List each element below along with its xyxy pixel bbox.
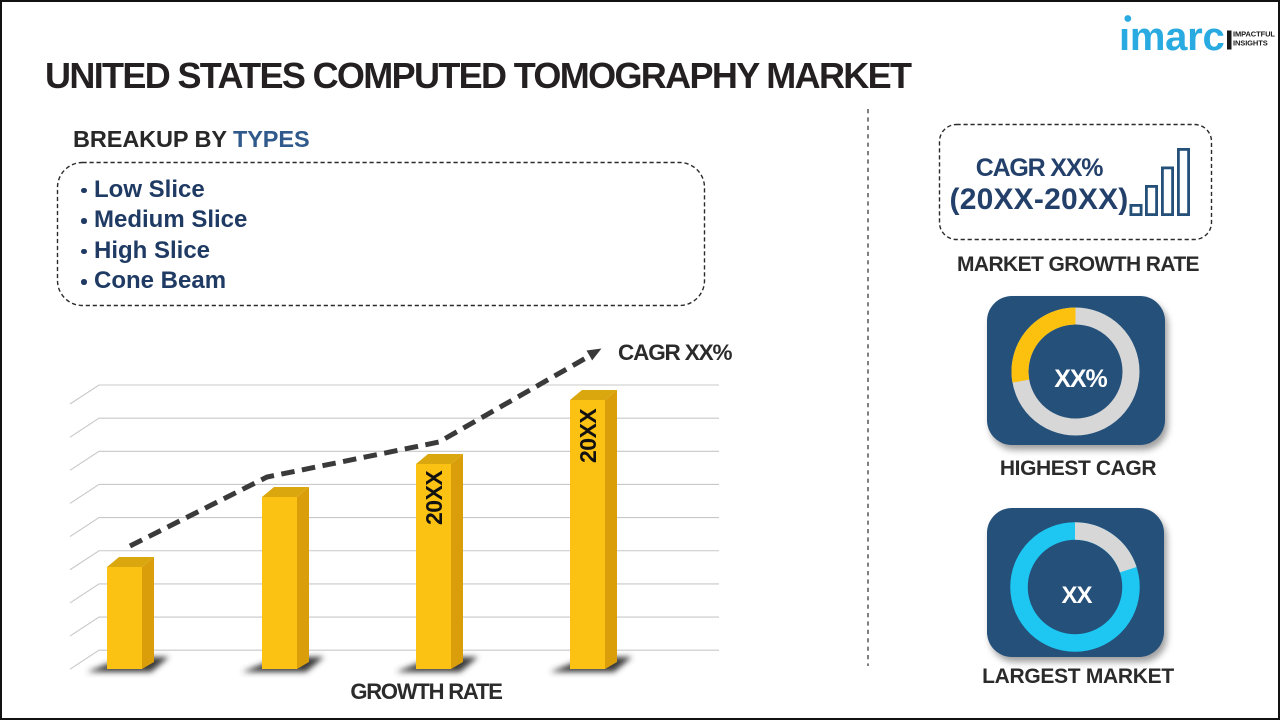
svg-text:imarc: imarc [1119,15,1225,59]
svg-text:INSIGHTS: INSIGHTS [1233,39,1268,48]
svg-text:20XX: 20XX [421,470,447,525]
svg-text:IMPACTFUL: IMPACTFUL [1233,30,1275,39]
svg-text:20XX: 20XX [575,408,601,463]
svg-text:XX%: XX% [1054,365,1107,393]
svg-text:XX: XX [1061,582,1092,609]
